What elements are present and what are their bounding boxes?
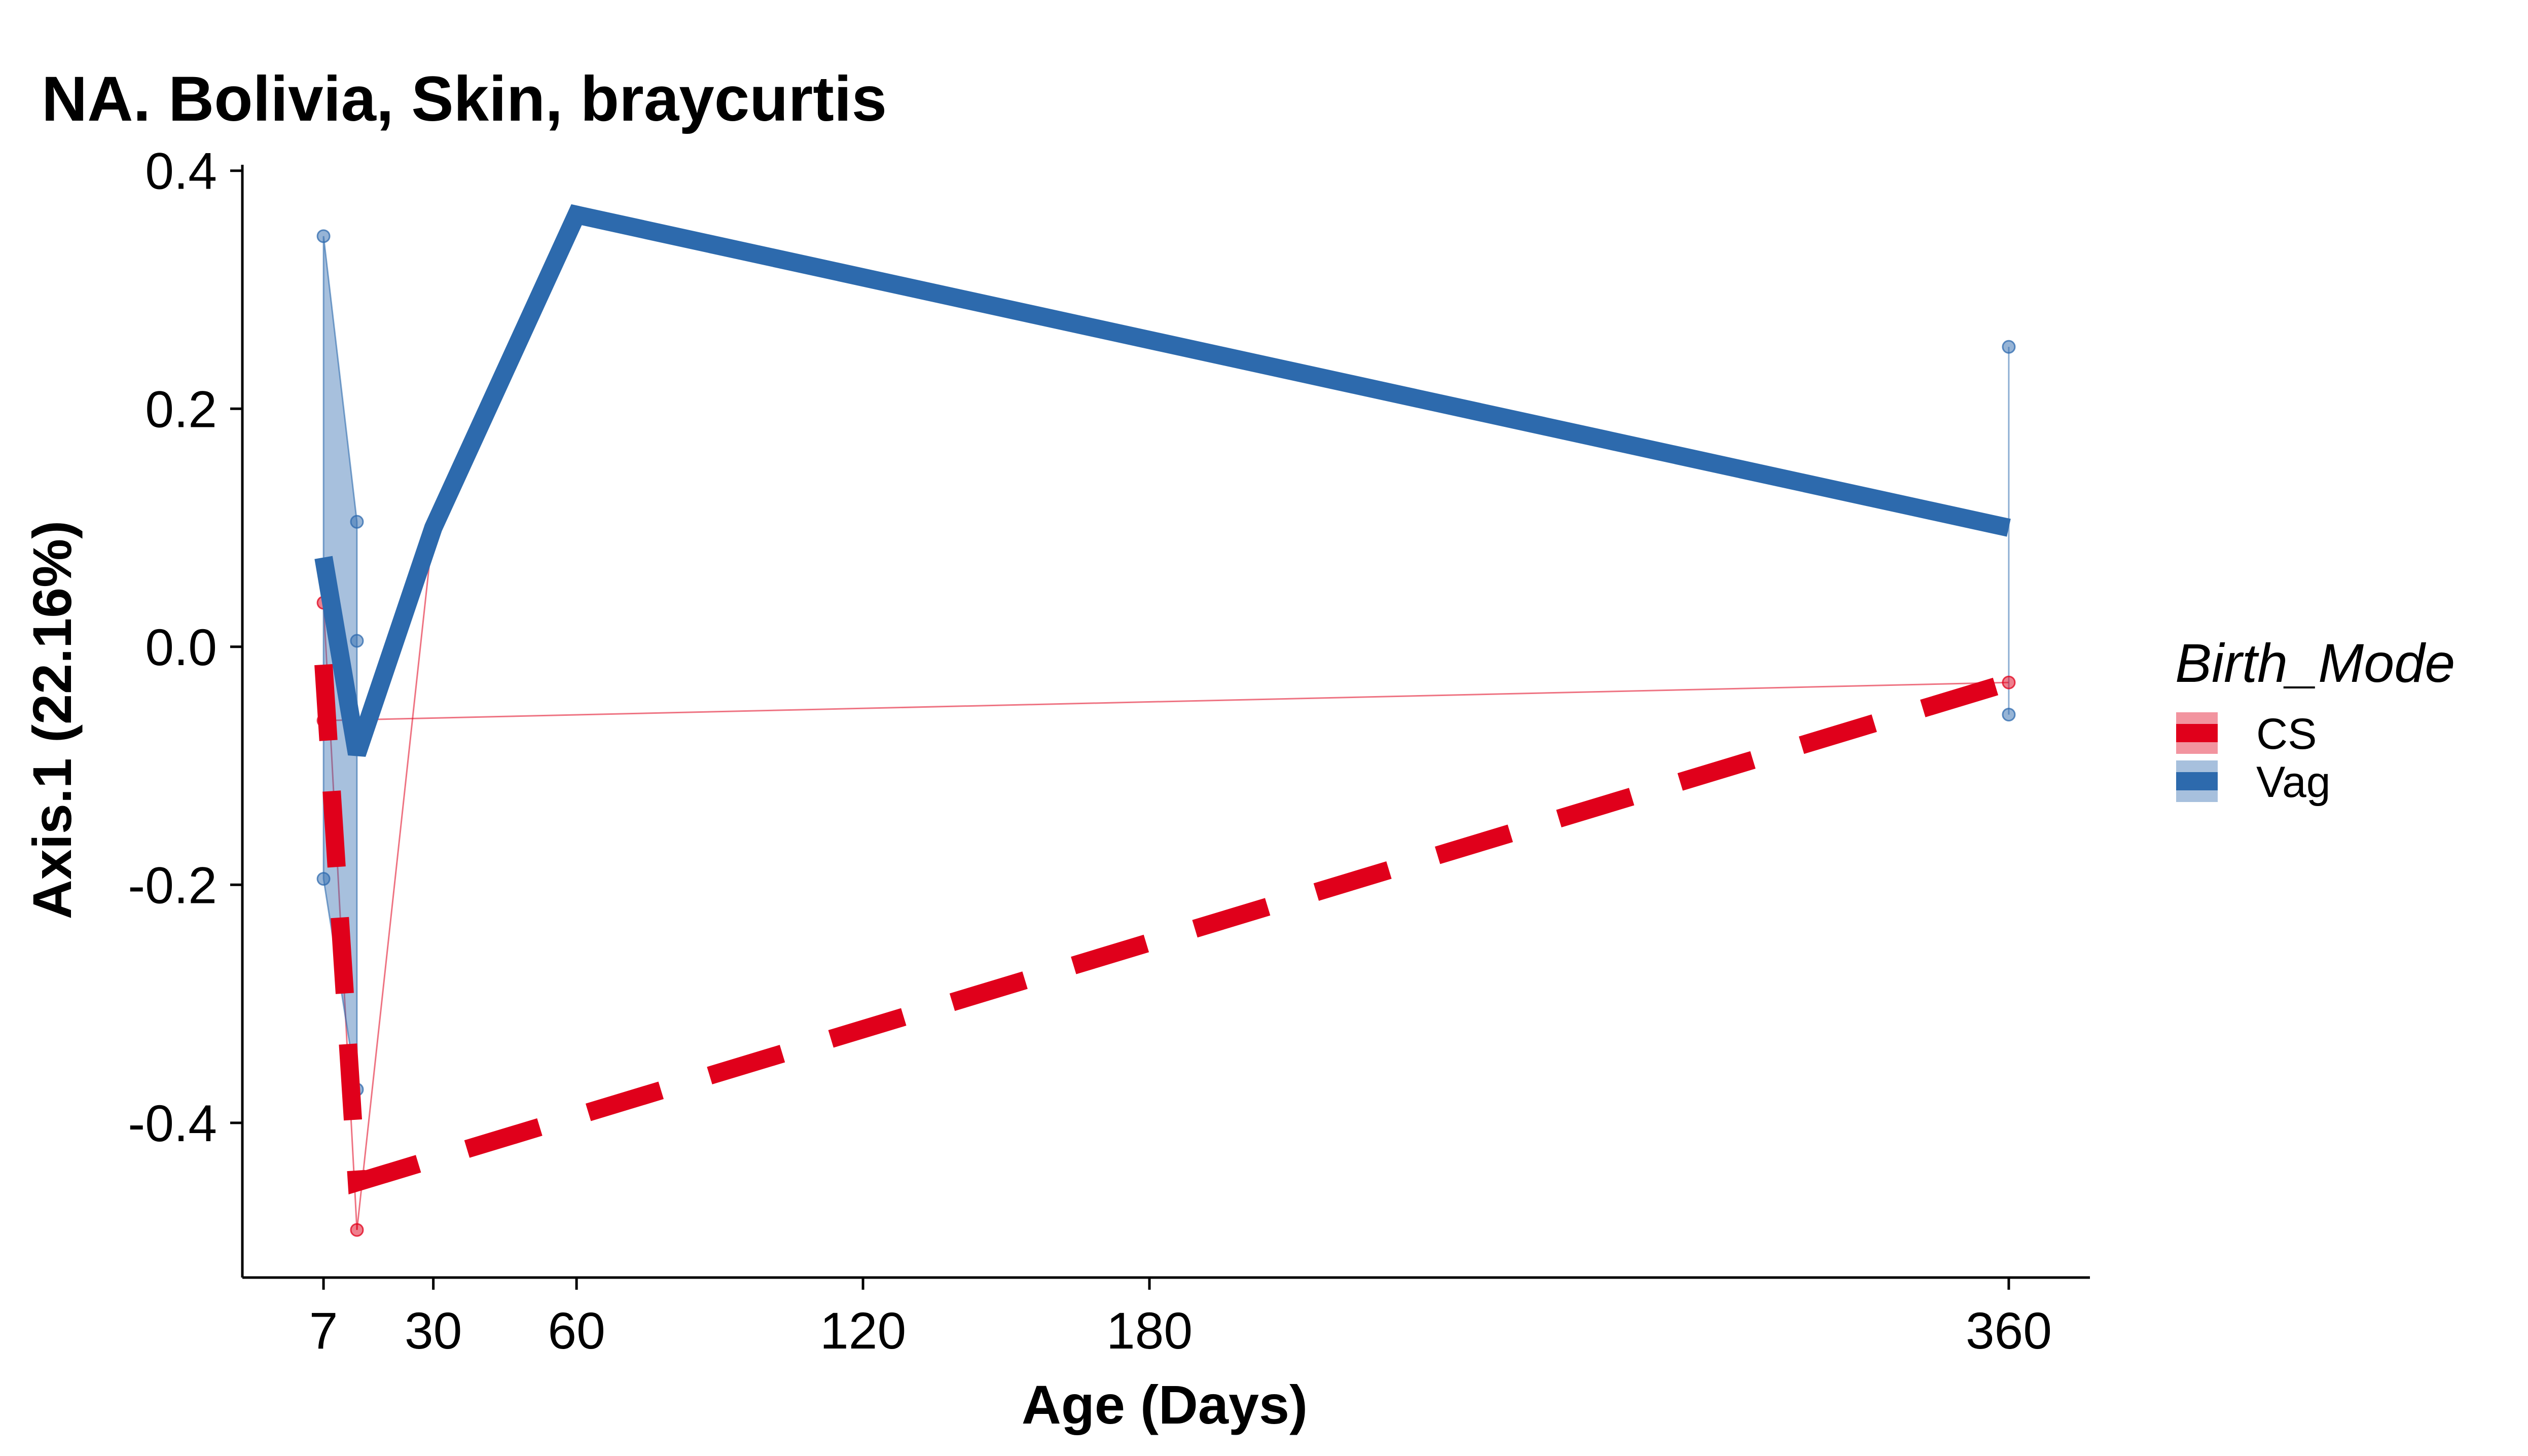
axes: 7 30 60 120 180 360 0.4 0.2 0.0 -0.2 -0.4 <box>128 142 2090 1360</box>
vag-point <box>316 229 331 243</box>
vag-mean-line <box>314 204 2011 757</box>
vag-point <box>350 515 364 529</box>
x-tick-label: 360 <box>1966 1302 2052 1360</box>
vag-point <box>316 872 331 886</box>
vag-point <box>2002 708 2016 722</box>
y-axis-title: Axis.1 (22.16%) <box>21 521 83 919</box>
chart-title: NA. Bolivia, Skin, braycurtis <box>42 64 887 134</box>
y-tick-label: 0.0 <box>145 618 217 676</box>
x-tick-label: 60 <box>548 1302 605 1360</box>
vag-point <box>350 634 364 648</box>
cs-thin-line <box>323 681 2009 721</box>
y-tick-label: 0.4 <box>145 142 217 200</box>
cs-point <box>2002 675 2016 689</box>
y-tick-label: -0.2 <box>128 856 217 914</box>
legend-title: Birth_Mode <box>2175 632 2455 694</box>
cs-thin-line <box>356 527 435 1230</box>
y-tick-label: 0.2 <box>145 380 217 438</box>
plot-area <box>314 204 2016 1237</box>
x-tick-label: 30 <box>405 1302 462 1360</box>
x-tick-label: 7 <box>309 1302 338 1360</box>
x-tick-label: 120 <box>820 1302 906 1360</box>
cs-mean-line <box>314 664 2012 1194</box>
x-axis-title: Age (Days) <box>1022 1374 1308 1435</box>
x-tick-label: 180 <box>1106 1302 1193 1360</box>
vag-point <box>2002 340 2016 354</box>
legend-label-vag: Vag <box>2256 758 2331 807</box>
legend-label-cs: CS <box>2256 710 2317 758</box>
y-tick-label: -0.4 <box>128 1095 217 1152</box>
cs-point <box>350 1223 364 1237</box>
